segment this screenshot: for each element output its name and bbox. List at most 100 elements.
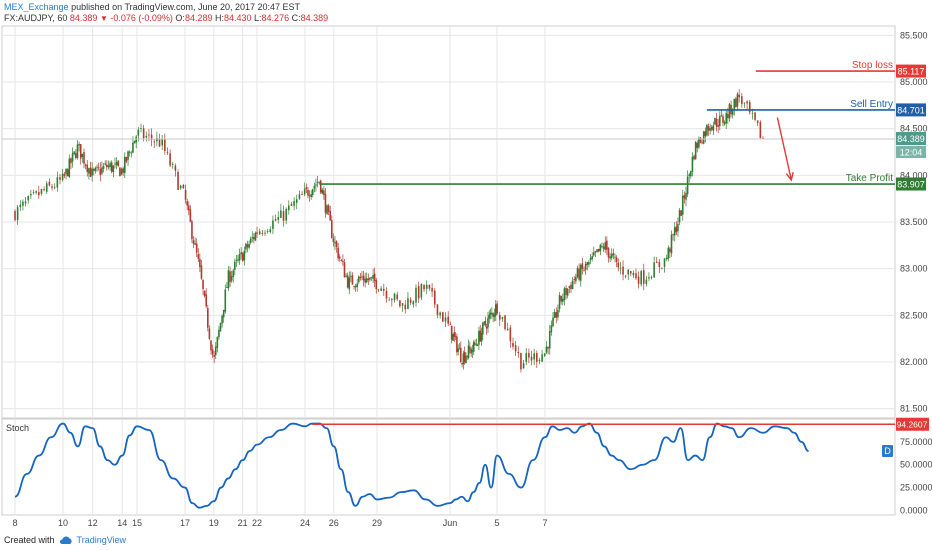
candle-body [622, 266, 624, 275]
candle-body [245, 243, 247, 250]
candle-body [754, 112, 756, 120]
candle-body [182, 184, 185, 189]
candle-body [759, 122, 762, 139]
candle-body [677, 223, 679, 232]
candle-body [232, 270, 235, 277]
candle-body [127, 151, 129, 160]
candle-body [218, 329, 220, 338]
candle-body [56, 177, 59, 188]
candle-body [158, 138, 161, 147]
candle-body [43, 189, 45, 191]
price-chart[interactable]: Stop loss 85.117 Sell Entry 84.701 Take Prof… [0, 0, 932, 530]
candle-body [51, 186, 53, 188]
candle-body [543, 353, 546, 356]
candle-body [269, 229, 272, 233]
cloud-icon [59, 536, 72, 544]
candle-body [640, 271, 642, 285]
candle-body [186, 201, 188, 206]
candle-body [205, 294, 208, 307]
candle-body [119, 167, 121, 177]
time-tick-label: 24 [300, 518, 310, 528]
candle-body [487, 317, 489, 328]
candle-body [256, 232, 258, 234]
candle-body [110, 162, 113, 172]
candle-body [335, 241, 338, 247]
candle-body [86, 164, 89, 172]
candle-body [112, 165, 115, 173]
candle-body [672, 234, 674, 235]
candle-body [248, 243, 250, 248]
candle-body [678, 210, 681, 223]
candle-body [53, 187, 56, 189]
candle-body [667, 247, 670, 259]
candle-body [117, 160, 120, 167]
candle-body [428, 284, 431, 289]
down-arrow [776, 117, 793, 181]
candle-body [431, 287, 433, 292]
time-axis[interactable]: 8 10 15 17 22 24 29 Jun 5 7 12 14 19 21 26 [12, 518, 547, 528]
candle-body [444, 317, 447, 322]
candle-body [16, 207, 19, 221]
candle-body [310, 194, 312, 198]
candle-body [324, 193, 327, 213]
stochastic-pane: 94.2607 D [14, 417, 929, 509]
candle-body [412, 301, 415, 305]
candle-body [520, 353, 522, 370]
open-label: O: [175, 13, 185, 23]
candle-body [536, 353, 538, 362]
candle-body [356, 283, 359, 287]
high-value: 84.430 [223, 13, 252, 23]
candle-body [114, 163, 116, 165]
candle-body [362, 275, 365, 281]
candle-body [479, 330, 482, 342]
candle-body [202, 279, 204, 290]
time-tick-label: 15 [132, 518, 142, 528]
level-badge-value: 85.117 [898, 67, 925, 77]
candle-body [70, 158, 72, 164]
candle-body [200, 265, 203, 279]
candle-body [632, 273, 635, 276]
publisher-link[interactable]: MEX_Exchange [4, 2, 69, 12]
candle-body [494, 304, 497, 316]
price-tick-label: 85.000 [900, 77, 928, 87]
candle-body [425, 284, 428, 289]
level-badge-value: 83.907 [897, 180, 925, 190]
low-label: L: [254, 13, 262, 23]
candle-body [506, 328, 509, 330]
price-tick-label: 84.000 [900, 170, 928, 180]
candle-body [277, 217, 280, 220]
candle-body [81, 153, 84, 157]
candle-body [717, 125, 719, 127]
candle-body [230, 276, 233, 281]
candle-body [492, 313, 494, 317]
candle-body [195, 243, 198, 253]
candle-body [522, 363, 525, 369]
candle-body [470, 348, 472, 354]
candle-body [748, 101, 751, 113]
tradingview-link[interactable]: TradingView [76, 535, 127, 545]
candle-body [174, 165, 177, 171]
candle-body [457, 348, 459, 352]
candle-body [407, 298, 409, 309]
candle-body [433, 290, 436, 305]
candle-body [751, 112, 754, 114]
candle-body [475, 343, 478, 345]
candle-body [388, 299, 390, 301]
candle-body [538, 359, 541, 361]
candle-body [401, 303, 404, 306]
candle-body [439, 312, 441, 316]
candle-body [619, 267, 622, 269]
candle-body [203, 290, 206, 296]
candle-body [107, 165, 110, 168]
level-badge-value: 84.701 [897, 105, 925, 115]
candle-body [593, 252, 595, 256]
countdown-value: 12:04 [900, 148, 923, 158]
candle-body [153, 141, 156, 143]
candle-body [329, 210, 332, 221]
candle-body [396, 294, 399, 300]
candle-body [533, 353, 535, 360]
candle-body [476, 345, 479, 346]
candle-body [746, 101, 748, 104]
price-axis[interactable]: 85.500 85.000 84.500 84.000 83.500 83.000 82.5… [900, 30, 932, 515]
candle-body [586, 262, 589, 265]
